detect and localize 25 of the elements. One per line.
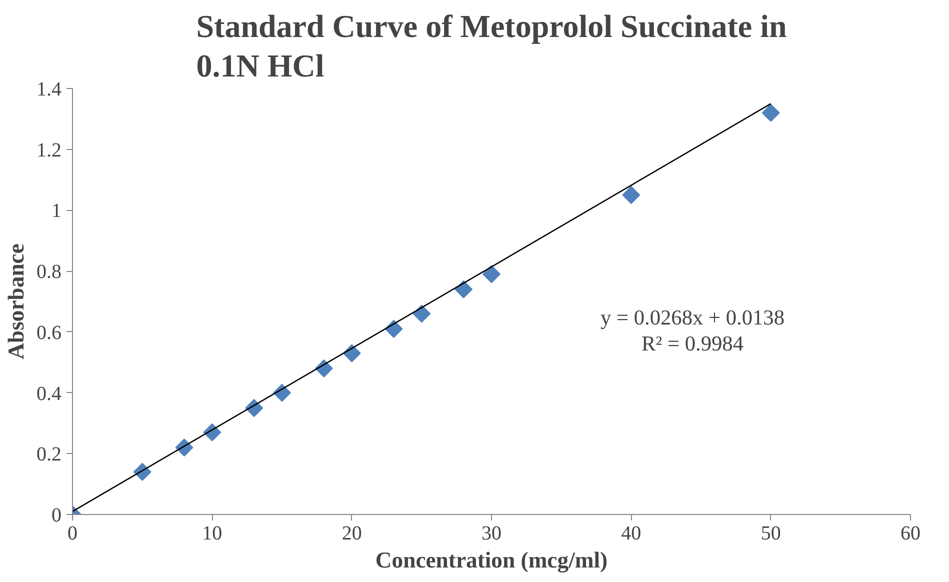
y-tick-label: 0.6 (36, 322, 62, 344)
y-tick-label: 0.8 (36, 261, 62, 284)
x-tick-label: 50 (760, 522, 781, 544)
y-tick-label: 1.2 (36, 139, 62, 162)
x-axis-title: Concentration (mcg/ml) (375, 548, 608, 572)
x-tick-label: 30 (482, 522, 502, 544)
x-tick-label: 10 (202, 522, 222, 544)
point (622, 186, 640, 204)
y-tick-label: 0 (52, 504, 62, 526)
annotation: R² = 0.9984 (642, 332, 744, 356)
point (454, 280, 473, 298)
chart-title: Standard Curve of Metoprolol Succinate in 0.1N HCl (196, 8, 787, 84)
y-tick-label: 1 (52, 200, 62, 222)
x-tick-label: 20 (342, 522, 362, 544)
point (762, 104, 780, 122)
y-axis-title: Absorbance (4, 244, 28, 360)
y-tick-label: 0.2 (36, 444, 62, 466)
y-tick-label: 0.4 (36, 382, 62, 405)
annotation: y = 0.0268x + 0.0138 (600, 306, 785, 330)
x-tick-label: 0 (68, 522, 78, 544)
point (412, 304, 431, 323)
y-tick-label: 1.4 (36, 78, 62, 100)
x-tick-label: 60 (900, 522, 920, 544)
x-tick-label: 40 (621, 522, 642, 544)
point (482, 265, 500, 284)
